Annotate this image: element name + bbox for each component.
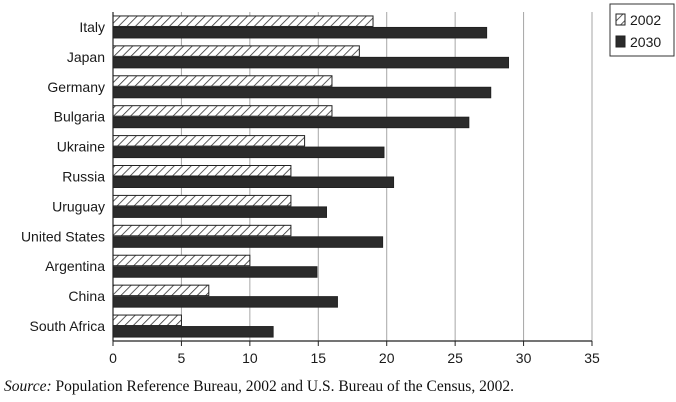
bar-chart: Italy Japan Germany Bulgaria Ukraine Russia Ur… (21, 3, 675, 366)
x-tick-label: 35 (584, 350, 600, 366)
legend-label: 2030 (630, 34, 661, 50)
category-label: Japan (67, 49, 105, 65)
category-label: China (68, 288, 105, 304)
category-label: Ukraine (57, 139, 105, 155)
bar-2030-russia (112, 176, 395, 188)
bar-2002-bulgaria (112, 105, 333, 117)
category-label: Russia (62, 169, 105, 185)
bar-2002-china (112, 284, 210, 297)
category-label: Germany (47, 79, 105, 95)
legend-label: 2002 (630, 12, 661, 28)
legend-swatch-2030 (615, 35, 626, 48)
source-caption: Source: Population Reference Bureau, 200… (4, 378, 672, 396)
legend-swatch-2002 (615, 13, 626, 26)
bar-2030-japan (112, 56, 510, 69)
bar-2002-united-states (112, 224, 292, 237)
bar-2002-germany (112, 75, 333, 87)
category-label: South Africa (30, 318, 106, 334)
bar-2030-argentina (112, 266, 318, 278)
x-tick-label: 15 (310, 350, 326, 366)
bar-2030-ukraine (112, 146, 385, 159)
category-label: Bulgaria (54, 109, 106, 125)
x-tick-label: 0 (109, 350, 117, 366)
bar-2030-united-states (112, 236, 384, 248)
bar-2002-ukraine (112, 135, 306, 147)
bar-2002-uruguay (112, 194, 292, 207)
bar-2030-germany (112, 86, 492, 99)
category-label: United States (21, 228, 105, 244)
bar-2030-south-africa (112, 326, 274, 338)
bar-2002-japan (112, 45, 360, 57)
caption-source-label: Source: (4, 378, 52, 395)
category-label: Uruguay (52, 198, 105, 214)
x-tick-label: 10 (242, 350, 258, 366)
bar-2002-russia (112, 165, 292, 177)
bar-2030-bulgaria (112, 116, 470, 129)
bar-2030-china (112, 296, 338, 308)
bar-2002-south-africa (112, 314, 182, 327)
bar-2030-uruguay (112, 206, 327, 218)
bar-2002-argentina (112, 254, 251, 267)
category-label: Italy (79, 19, 105, 35)
bar-2030-italy (112, 26, 488, 39)
x-tick-label: 30 (516, 350, 532, 366)
caption-text: Population Reference Bureau, 2002 and U.… (51, 378, 514, 395)
chart: Italy Japan Germany Bulgaria Ukraine Russia Ur… (21, 3, 675, 366)
x-tick-label: 5 (178, 350, 186, 366)
bar-2002-italy (112, 15, 374, 27)
x-tick-label: 25 (447, 350, 463, 366)
x-tick-label: 20 (379, 350, 395, 366)
category-label: Argentina (45, 258, 105, 274)
